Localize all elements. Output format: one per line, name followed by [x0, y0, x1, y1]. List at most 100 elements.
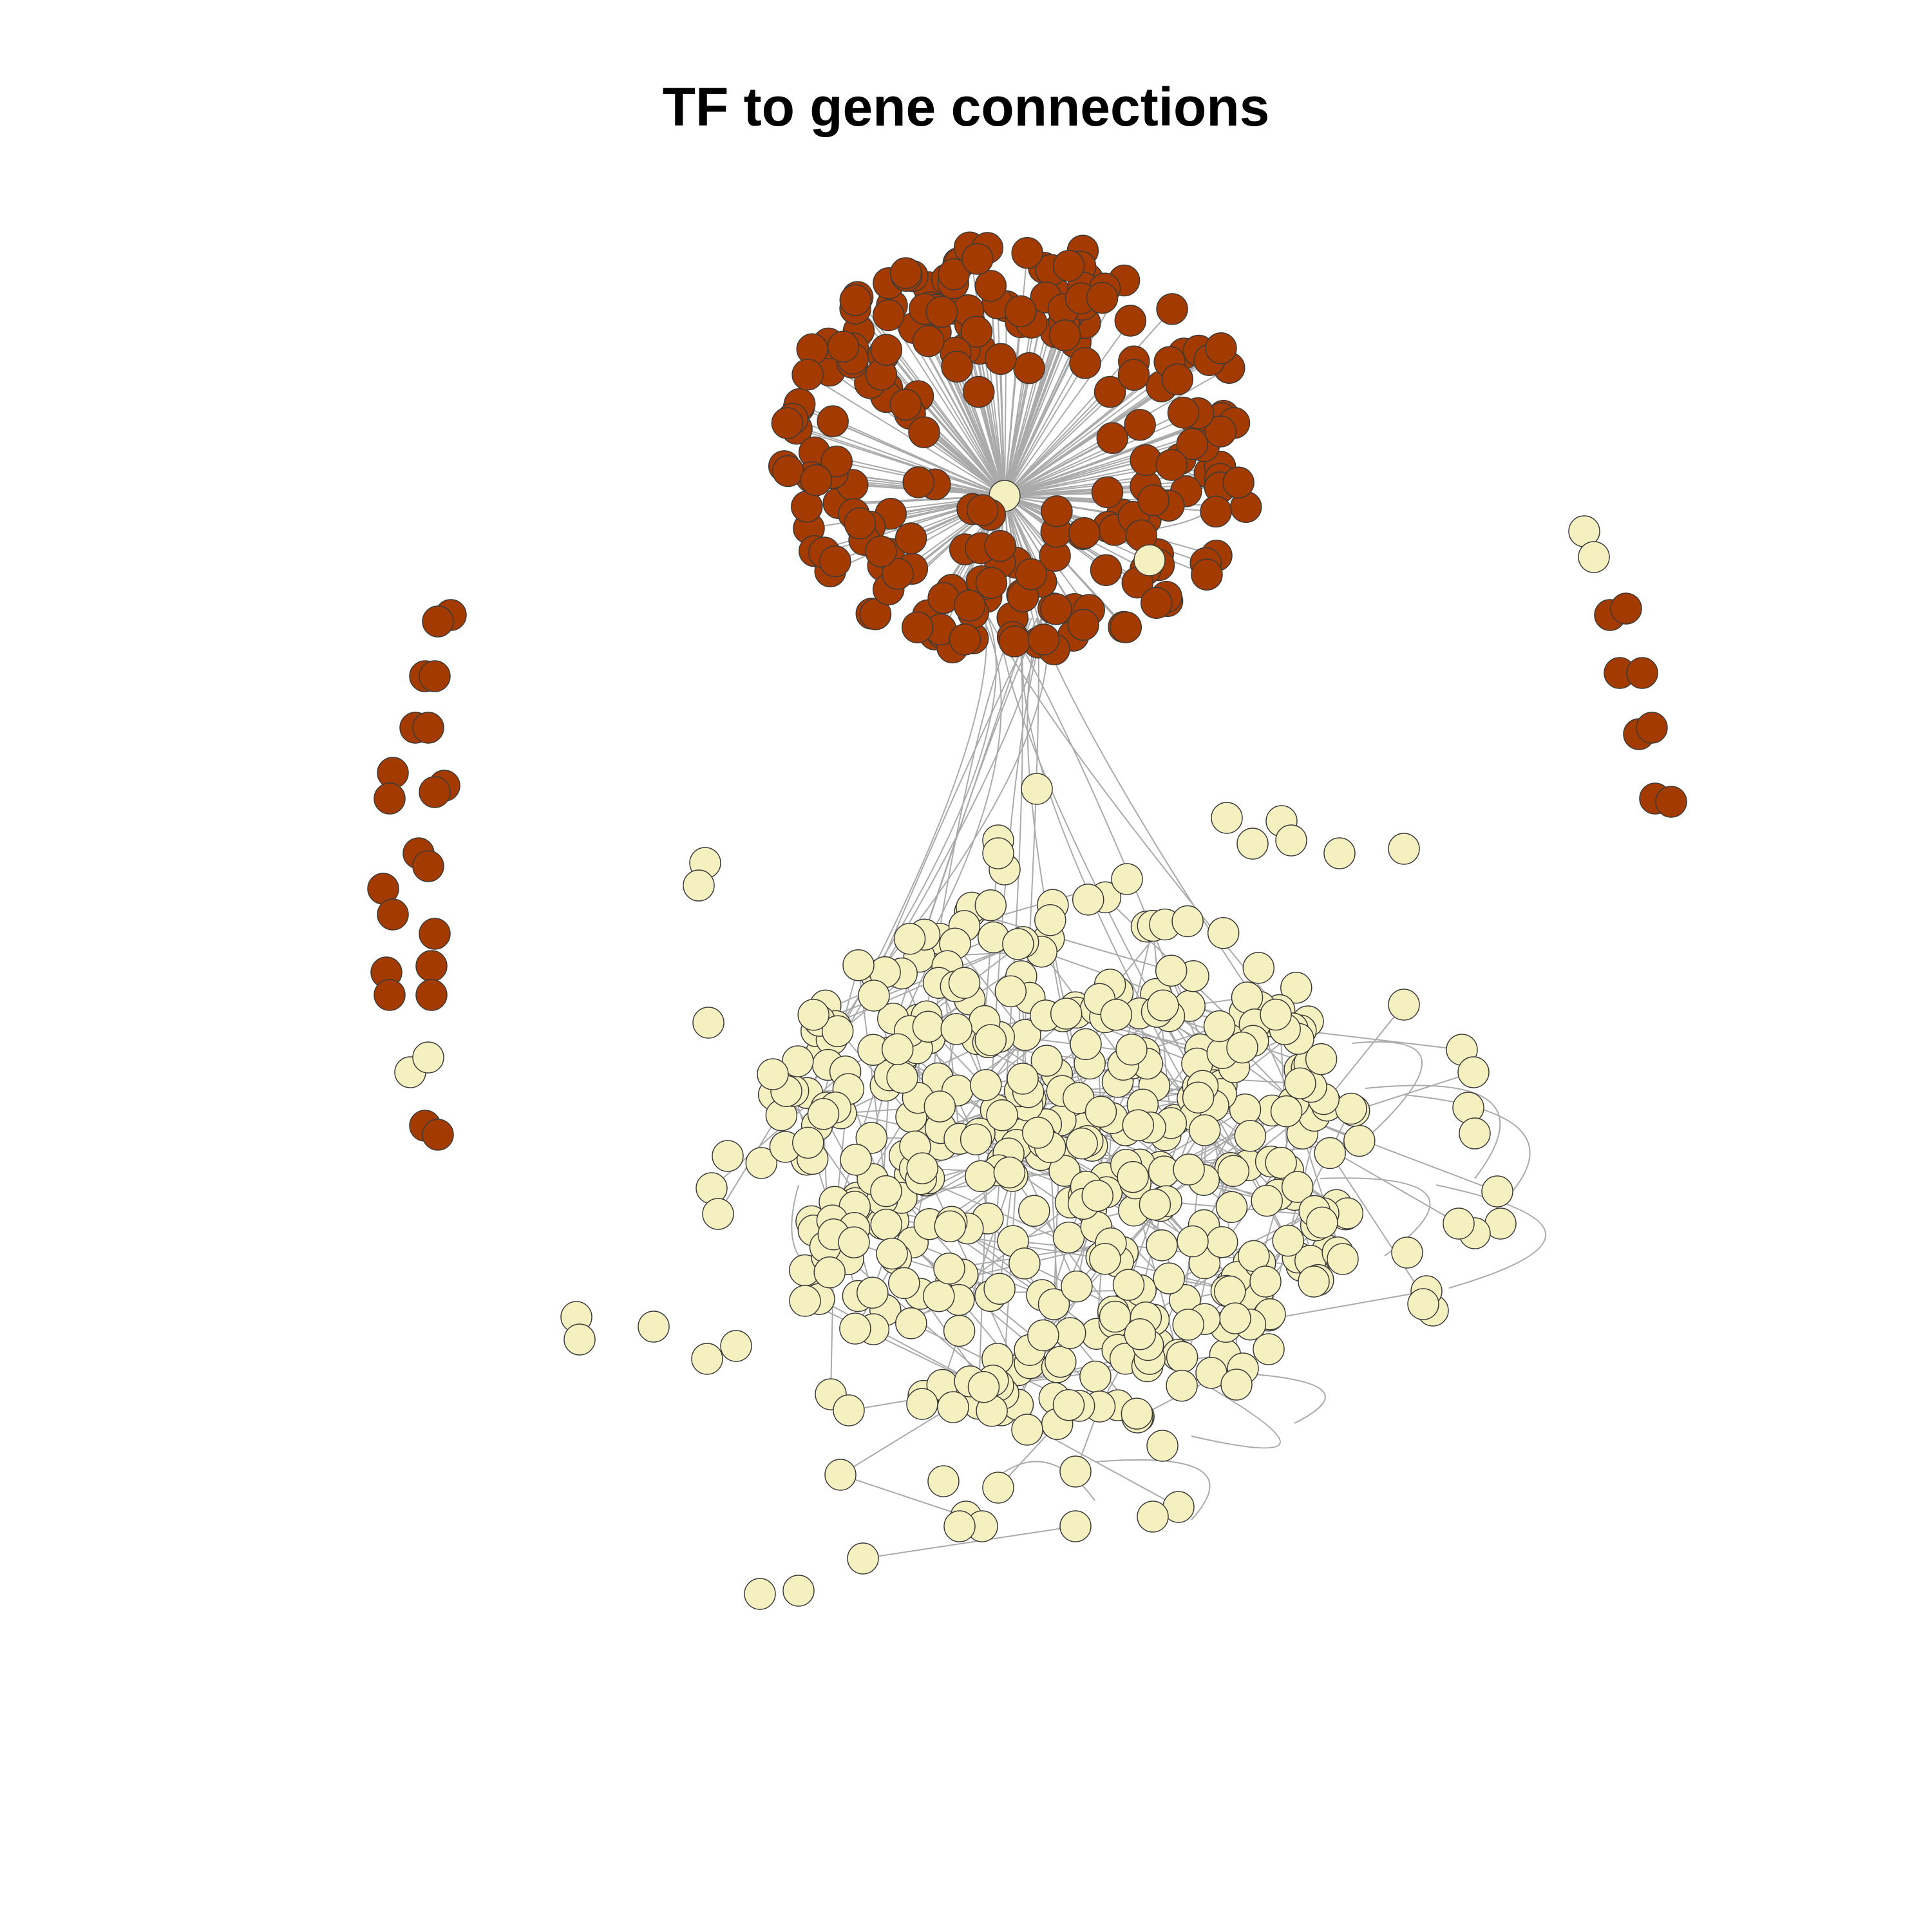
gene-node — [1072, 884, 1104, 916]
tf-node — [1124, 408, 1156, 441]
tf-node — [1091, 476, 1124, 509]
tf-node — [895, 522, 927, 554]
gene-node — [940, 1013, 972, 1045]
edge — [840, 1474, 967, 1517]
gene-node — [1253, 1333, 1285, 1365]
tf-node — [1117, 359, 1150, 391]
gene-node — [683, 869, 715, 902]
tf-node — [1626, 657, 1658, 689]
edge — [1004, 412, 1198, 497]
gene-node — [412, 1041, 444, 1074]
gene-node — [1327, 1243, 1359, 1275]
tf-node — [771, 407, 804, 439]
edge — [1004, 491, 1108, 497]
gene-node — [1081, 1179, 1113, 1212]
gene-node — [1122, 1109, 1155, 1142]
gene-node — [1022, 1117, 1054, 1149]
gene-node — [1155, 954, 1188, 987]
tf-node — [1048, 319, 1081, 352]
tf-node — [1191, 558, 1223, 591]
tf-node — [865, 535, 897, 568]
gene-node — [744, 1578, 776, 1610]
edge — [1004, 308, 1173, 497]
gene-node — [967, 1371, 1000, 1403]
edge — [832, 421, 1005, 497]
tf-node — [889, 388, 922, 421]
gene-node — [813, 1256, 846, 1289]
edge — [1004, 306, 1007, 497]
gene-node — [1061, 1270, 1093, 1303]
tf-node — [1041, 495, 1073, 527]
edge — [900, 618, 1018, 1198]
edge — [787, 422, 1005, 497]
gene-node — [1018, 1195, 1050, 1227]
tf-node — [1094, 375, 1126, 408]
tf-node — [791, 358, 824, 391]
gene-node — [789, 1285, 821, 1317]
tf-node — [422, 1119, 454, 1151]
gene-node — [1226, 1031, 1258, 1064]
gene-node — [974, 1024, 1007, 1056]
gene-node — [1215, 1191, 1248, 1224]
tf-node — [1655, 786, 1687, 818]
tf-node — [960, 316, 993, 348]
tf-node — [1040, 593, 1072, 625]
gene-node — [840, 1144, 872, 1176]
plot-title: TF to gene connections — [662, 77, 1270, 137]
tf-node — [1005, 295, 1037, 328]
tf-node — [1205, 332, 1237, 365]
tf-node — [1176, 428, 1209, 460]
tf-node — [975, 567, 1008, 600]
gene-node — [1298, 1265, 1330, 1298]
gene-node — [564, 1323, 596, 1356]
gene-node — [1007, 1063, 1039, 1095]
tf-node — [412, 850, 444, 882]
gene-node — [886, 1061, 918, 1094]
gene-node — [1272, 1224, 1304, 1257]
edge — [1403, 1094, 1531, 1211]
gene-node — [1281, 1171, 1314, 1203]
tf-node — [819, 545, 851, 578]
gene-node — [1153, 1262, 1185, 1294]
gene-node — [970, 1069, 1002, 1101]
tf-node — [985, 343, 1017, 375]
tf-node — [901, 611, 934, 644]
gene-node — [1219, 1302, 1251, 1334]
tf-node — [859, 598, 892, 630]
edge — [1365, 1084, 1501, 1179]
tf-node — [1137, 484, 1170, 516]
gene-node — [782, 1045, 814, 1077]
tf-node — [419, 776, 451, 808]
gene-node — [839, 1312, 871, 1345]
gene-node — [1260, 998, 1292, 1031]
gene-node — [1343, 1124, 1376, 1157]
tf-node — [1015, 558, 1047, 591]
edge — [1004, 311, 1021, 497]
gene-node — [1388, 833, 1420, 865]
edge — [1300, 1030, 1463, 1050]
gene-node — [1166, 1369, 1198, 1402]
gene-node — [1059, 1455, 1092, 1488]
gene-node — [842, 949, 875, 981]
gene-node — [982, 837, 1014, 869]
gene-node — [857, 1276, 889, 1309]
tf-node — [961, 243, 994, 275]
tf-node — [963, 375, 995, 408]
edge — [1320, 1177, 1431, 1256]
gene-node — [745, 1147, 778, 1179]
gene-node — [1214, 1275, 1246, 1308]
tf-node — [870, 334, 903, 366]
gene-node — [923, 1280, 955, 1312]
gene-node — [1112, 1269, 1145, 1301]
tf-node — [1027, 623, 1060, 656]
gene-node — [1305, 1043, 1338, 1075]
gene-node — [1231, 981, 1264, 1014]
gene-node — [1084, 1095, 1117, 1128]
gene-node — [1203, 1010, 1236, 1043]
gene-node — [1391, 1236, 1423, 1269]
gene-node — [888, 1267, 920, 1300]
tf-node — [1222, 466, 1255, 498]
tf-node — [902, 466, 934, 498]
edge — [1354, 1072, 1474, 1112]
gene-node — [933, 1253, 965, 1285]
